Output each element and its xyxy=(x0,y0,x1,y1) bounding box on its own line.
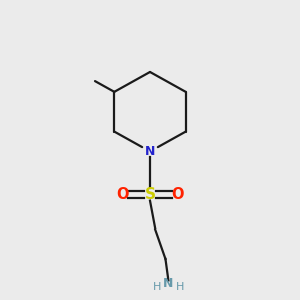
Text: S: S xyxy=(145,187,155,202)
Text: O: O xyxy=(172,187,184,202)
Text: H: H xyxy=(153,282,161,292)
Text: O: O xyxy=(116,187,128,202)
Text: N: N xyxy=(163,278,174,290)
Text: H: H xyxy=(176,282,184,292)
Text: N: N xyxy=(145,145,155,158)
